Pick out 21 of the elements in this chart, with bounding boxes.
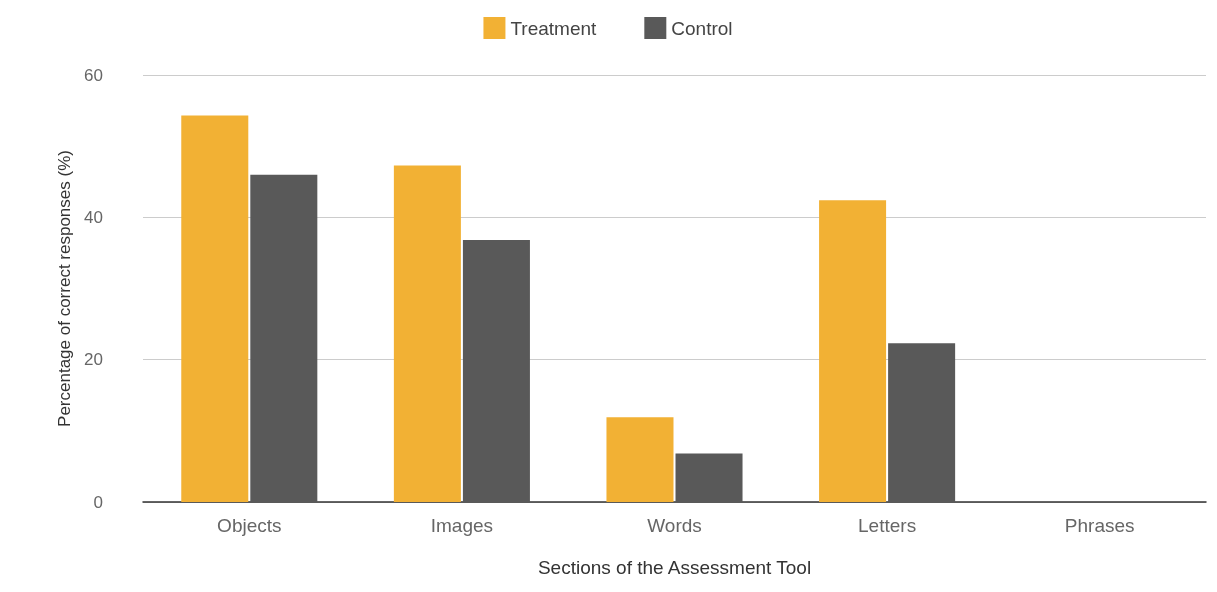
bar <box>675 453 743 502</box>
bar <box>181 115 249 502</box>
x-tick-label: Words <box>647 515 702 536</box>
x-tick-label: Phrases <box>1064 515 1135 536</box>
bar <box>606 417 674 502</box>
bar <box>888 343 956 502</box>
bar <box>462 240 530 502</box>
y-tick-label: 0 <box>93 492 103 512</box>
y-tick-label: 60 <box>84 65 103 85</box>
y-tick-label: 20 <box>84 350 103 370</box>
bar <box>250 174 318 502</box>
x-tick-label: Letters <box>858 515 917 536</box>
legend-label: Control <box>671 17 733 39</box>
bar <box>819 200 887 502</box>
x-axis-title: Sections of the Assessment Tool <box>537 557 812 578</box>
x-tick-label: Objects <box>217 515 282 536</box>
y-axis-title: Percentage of correct responses (%) <box>55 150 75 427</box>
y-tick-label: 40 <box>84 207 103 227</box>
bar <box>393 165 461 502</box>
x-tick-label: Images <box>430 515 494 536</box>
legend-label: Treatment <box>510 17 598 39</box>
